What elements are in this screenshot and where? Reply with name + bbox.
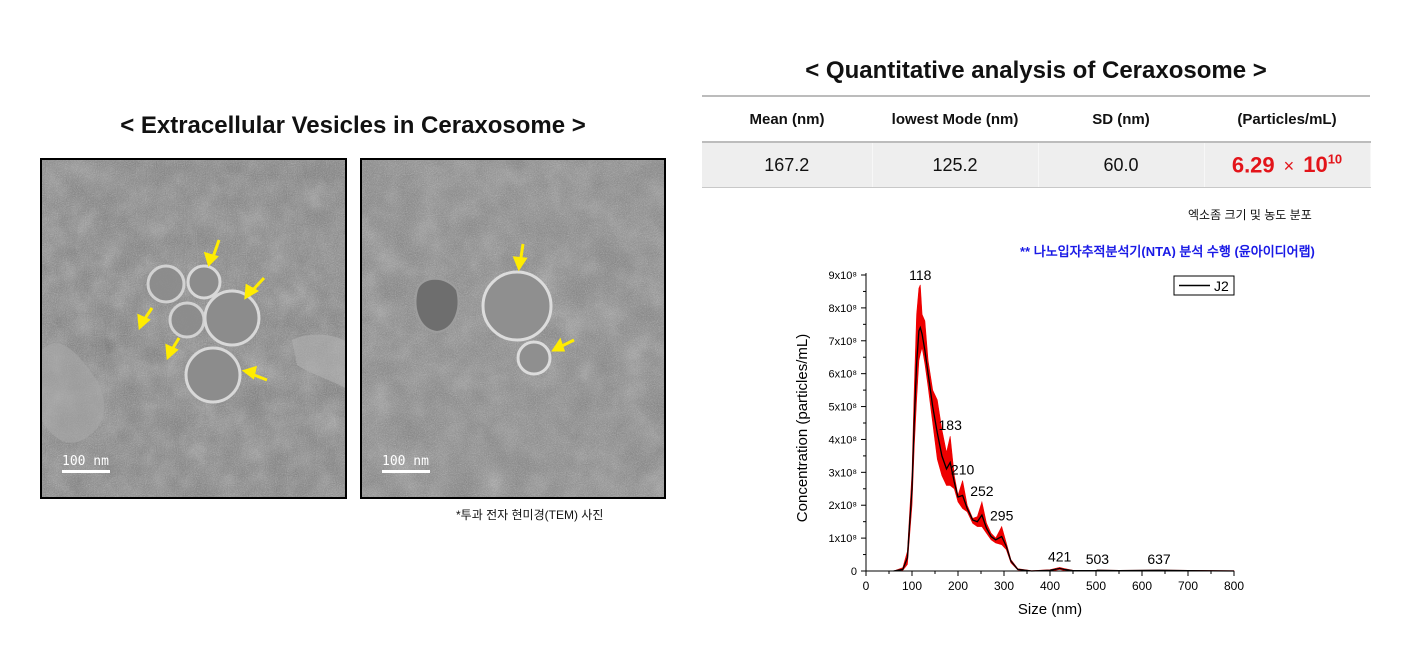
x-axis-label: Size (nm) [1018, 601, 1082, 618]
x-tick-label: 400 [1040, 579, 1060, 593]
scale-bar-1: 100 nm [62, 454, 110, 473]
table-header-row: Mean (nm) lowest Mode (nm) SD (nm) (Part… [702, 95, 1370, 143]
y-tick-label: 8x10⁸ [829, 303, 858, 315]
tem-micrograph-2 [362, 160, 664, 497]
x-tick-label: 700 [1178, 579, 1198, 593]
peak-label: 295 [990, 508, 1014, 524]
peak-label: 637 [1147, 551, 1171, 567]
peak-label: 118 [909, 267, 932, 283]
quantitative-table: Mean (nm) lowest Mode (nm) SD (nm) (Part… [702, 95, 1371, 188]
series-line-j2 [893, 325, 1235, 572]
nta-analysis-note: ** 나노입자추적분석기(NTA) 분석 수행 (윤아이디어랩) [1020, 244, 1315, 259]
x-tick-label: 300 [994, 579, 1014, 593]
y-tick-label: 0 [851, 566, 857, 578]
nta-size-distribution-chart: 0 100 200 300 400 500 600 700 800 0 1x10⁸ 2x10⁸ 3x10… [760, 258, 1260, 628]
peak-label: 421 [1048, 548, 1072, 564]
x-tick-label: 0 [863, 579, 870, 593]
header-sd: SD (nm) [1038, 95, 1204, 143]
header-particles: (Particles/mL) [1204, 95, 1370, 143]
scale-bar-line-1 [62, 470, 110, 473]
value-mode: 125.2 [872, 142, 1039, 188]
y-tick-label: 2x10⁸ [829, 500, 858, 512]
tem-section-title: < Extracellular Vesicles in Ceraxosome > [120, 112, 586, 139]
tem-caption: *투과 전자 현미경(TEM) 사진 [456, 508, 604, 522]
x-tick-label: 200 [948, 579, 968, 593]
y-tick-label: 5x10⁸ [829, 402, 858, 414]
legend-label: J2 [1214, 278, 1229, 294]
y-tick-label: 9x10⁸ [829, 270, 858, 282]
x-tick-label: 800 [1224, 579, 1244, 593]
x-tick-label: 600 [1132, 579, 1152, 593]
quantitative-section-title: < Quantitative analysis of Ceraxosome > [805, 57, 1267, 84]
y-tick-label: 1x10⁸ [829, 533, 858, 545]
chart-background [760, 258, 1260, 628]
table-row: 167.2 125.2 60.0 6.29 × 1010 [702, 142, 1371, 188]
peak-label: 252 [970, 483, 994, 499]
x-tick-label: 100 [902, 579, 922, 593]
header-mode: lowest Mode (nm) [872, 95, 1038, 143]
value-mean: 167.2 [702, 142, 873, 188]
peak-label: 503 [1086, 551, 1110, 567]
concentration-mantissa: 6.29 [1231, 152, 1275, 178]
tem-image-1: 100 nm [40, 158, 347, 499]
tem-micrograph-1 [42, 160, 345, 497]
y-tick-label: 7x10⁸ [829, 336, 858, 348]
scale-label-1: 100 nm [62, 454, 109, 469]
concentration-exponent: 10 [1327, 151, 1343, 167]
peak-label: 183 [939, 417, 963, 433]
header-mean: Mean (nm) [702, 95, 872, 143]
tem-image-2: 100 nm [360, 158, 666, 499]
scale-label-2: 100 nm [382, 454, 429, 469]
peak-label: 210 [951, 462, 975, 478]
value-concentration: 6.29 × 1010 [1204, 142, 1371, 188]
y-axis-label: Concentration (particles/mL) [794, 334, 811, 522]
chart-legend: J2 [1173, 275, 1235, 296]
x-tick-label: 500 [1086, 579, 1106, 593]
y-tick-label: 4x10⁸ [829, 434, 858, 446]
concentration-times: × [1283, 156, 1295, 177]
scale-bar-2: 100 nm [382, 454, 430, 473]
distribution-note: 엑소좀 크기 및 농도 분포 [1188, 208, 1312, 222]
y-tick-label: 3x10⁸ [829, 467, 858, 479]
concentration-power: 1010 [1303, 152, 1342, 177]
value-sd: 60.0 [1038, 142, 1205, 188]
y-tick-label: 6x10⁸ [829, 369, 858, 381]
scale-bar-line-2 [382, 470, 430, 473]
concentration-base: 10 [1303, 152, 1328, 178]
